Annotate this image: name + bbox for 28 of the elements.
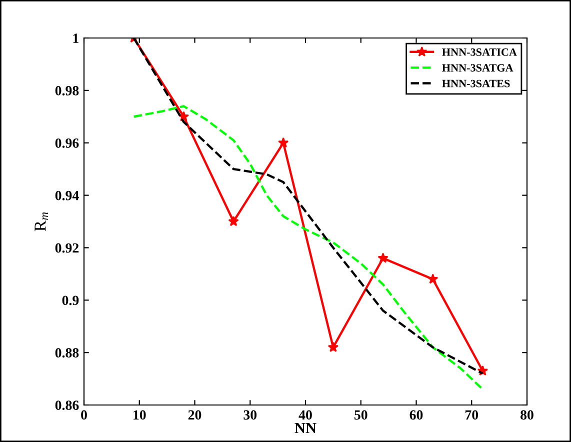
y-tick-label: 0.9 [62, 296, 79, 306]
point [428, 274, 438, 284]
y-tick-label: 0.92 [55, 243, 79, 253]
legend-label: HNN-3SATGA [442, 64, 514, 72]
x-tick-label: 80 [520, 410, 534, 420]
legend-label: HNN-3SATICA [442, 48, 517, 56]
x-tick-label: 10 [134, 410, 146, 420]
x-tick-label: 20 [188, 410, 202, 420]
point [228, 216, 239, 226]
y-tick-label: 0.98 [55, 86, 79, 96]
y-tick-label: 0.88 [55, 348, 79, 358]
line-series [132, 105, 484, 390]
y-tick-label: 1 [73, 34, 78, 43]
x-axis-title: NN [294, 423, 316, 434]
x-tick-label: 30 [244, 410, 257, 420]
point [278, 137, 289, 148]
point [328, 342, 339, 352]
y-tick-label: 0.94 [55, 190, 79, 200]
y-tick-label: 0.86 [55, 400, 79, 410]
y-axis-title: R$_{m}$ [34, 212, 48, 232]
x-tick-label: 60 [410, 410, 423, 420]
x-tick-label: 0 [81, 410, 87, 420]
x-tick-label: 70 [465, 410, 478, 420]
x-tick-label: 40 [298, 410, 312, 420]
x-tick-label: 50 [354, 410, 368, 420]
y-tick-label: 0.96 [55, 138, 79, 148]
point [378, 252, 388, 263]
legend-label: HNN-3SATES [442, 80, 510, 88]
